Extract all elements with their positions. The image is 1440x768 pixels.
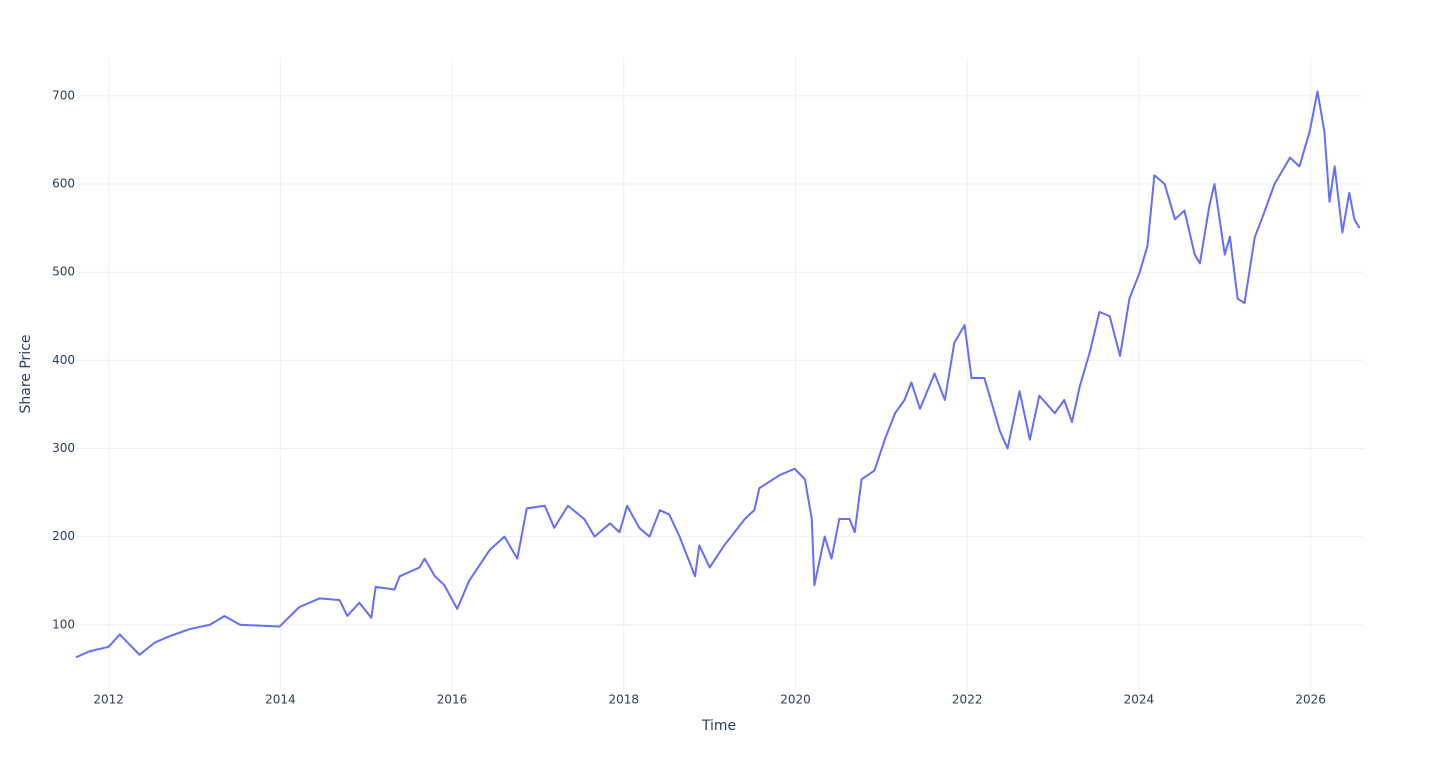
x-tick-label: 2024 bbox=[1124, 693, 1155, 707]
y-tick-label: 200 bbox=[52, 529, 75, 543]
y-tick-label: 500 bbox=[52, 265, 75, 279]
y-tick-label: 700 bbox=[52, 88, 75, 102]
x-tick-label: 2016 bbox=[437, 693, 468, 707]
y-tick-label: 100 bbox=[52, 617, 75, 631]
y-tick-label: 400 bbox=[52, 353, 75, 367]
x-axis-title: Time bbox=[701, 718, 736, 734]
x-tick-label: 2020 bbox=[780, 693, 811, 707]
x-tick-label: 2018 bbox=[608, 693, 639, 707]
y-tick-label: 300 bbox=[52, 441, 75, 455]
x-tick-label: 2014 bbox=[265, 693, 296, 707]
x-tick-label: 2022 bbox=[952, 693, 983, 707]
y-axis-title: Share Price bbox=[18, 334, 34, 413]
x-tick-label: 2012 bbox=[93, 693, 124, 707]
x-tick-label: 2026 bbox=[1295, 693, 1326, 707]
y-tick-label: 600 bbox=[52, 177, 75, 191]
price-line bbox=[75, 90, 1361, 659]
